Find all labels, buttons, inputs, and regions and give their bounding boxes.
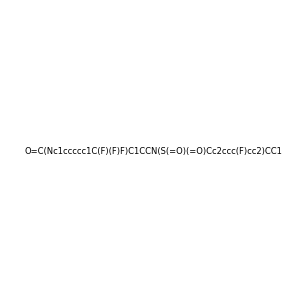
Text: O=C(Nc1ccccc1C(F)(F)F)C1CCN(S(=O)(=O)Cc2ccc(F)cc2)CC1: O=C(Nc1ccccc1C(F)(F)F)C1CCN(S(=O)(=O)Cc2… bbox=[25, 147, 283, 156]
